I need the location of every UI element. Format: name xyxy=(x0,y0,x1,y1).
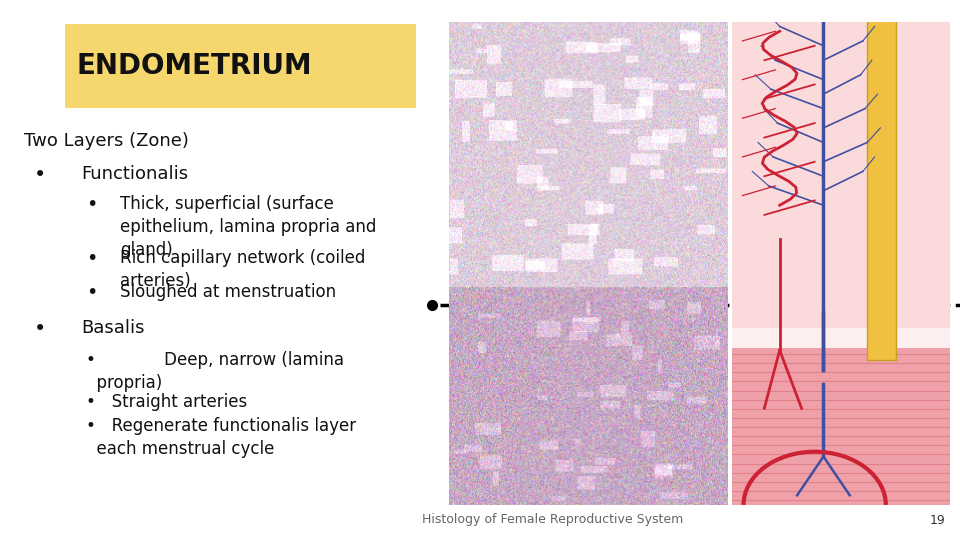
Text: •   Straight arteries: • Straight arteries xyxy=(86,393,248,411)
Bar xyxy=(732,328,950,348)
Text: Histology of Female Reproductive System: Histology of Female Reproductive System xyxy=(422,514,684,526)
Text: •             Deep, narrow (lamina
  propria): • Deep, narrow (lamina propria) xyxy=(86,351,345,392)
Bar xyxy=(732,15,950,328)
Text: •: • xyxy=(86,283,98,302)
Text: Sloughed at menstruation: Sloughed at menstruation xyxy=(120,283,336,301)
Text: •: • xyxy=(34,165,46,185)
Text: 19: 19 xyxy=(930,514,946,526)
FancyBboxPatch shape xyxy=(65,24,416,108)
Text: •: • xyxy=(34,319,46,339)
Text: Two Layers (Zone): Two Layers (Zone) xyxy=(24,132,189,150)
Text: ENDOMETRIUM: ENDOMETRIUM xyxy=(77,52,312,80)
Text: •: • xyxy=(86,249,98,268)
Text: Thick, superficial (surface
epithelium, lamina propria and
gland): Thick, superficial (surface epithelium, … xyxy=(120,195,376,259)
Text: Basalis: Basalis xyxy=(82,319,145,336)
Bar xyxy=(732,336,950,505)
Text: Rich capillary network (coiled
arteries): Rich capillary network (coiled arteries) xyxy=(120,249,366,291)
Text: •   Regenerate functionalis layer
  each menstrual cycle: • Regenerate functionalis layer each men… xyxy=(86,417,356,458)
FancyBboxPatch shape xyxy=(867,17,896,360)
Text: •: • xyxy=(86,195,98,214)
Text: Functionalis: Functionalis xyxy=(82,165,189,183)
